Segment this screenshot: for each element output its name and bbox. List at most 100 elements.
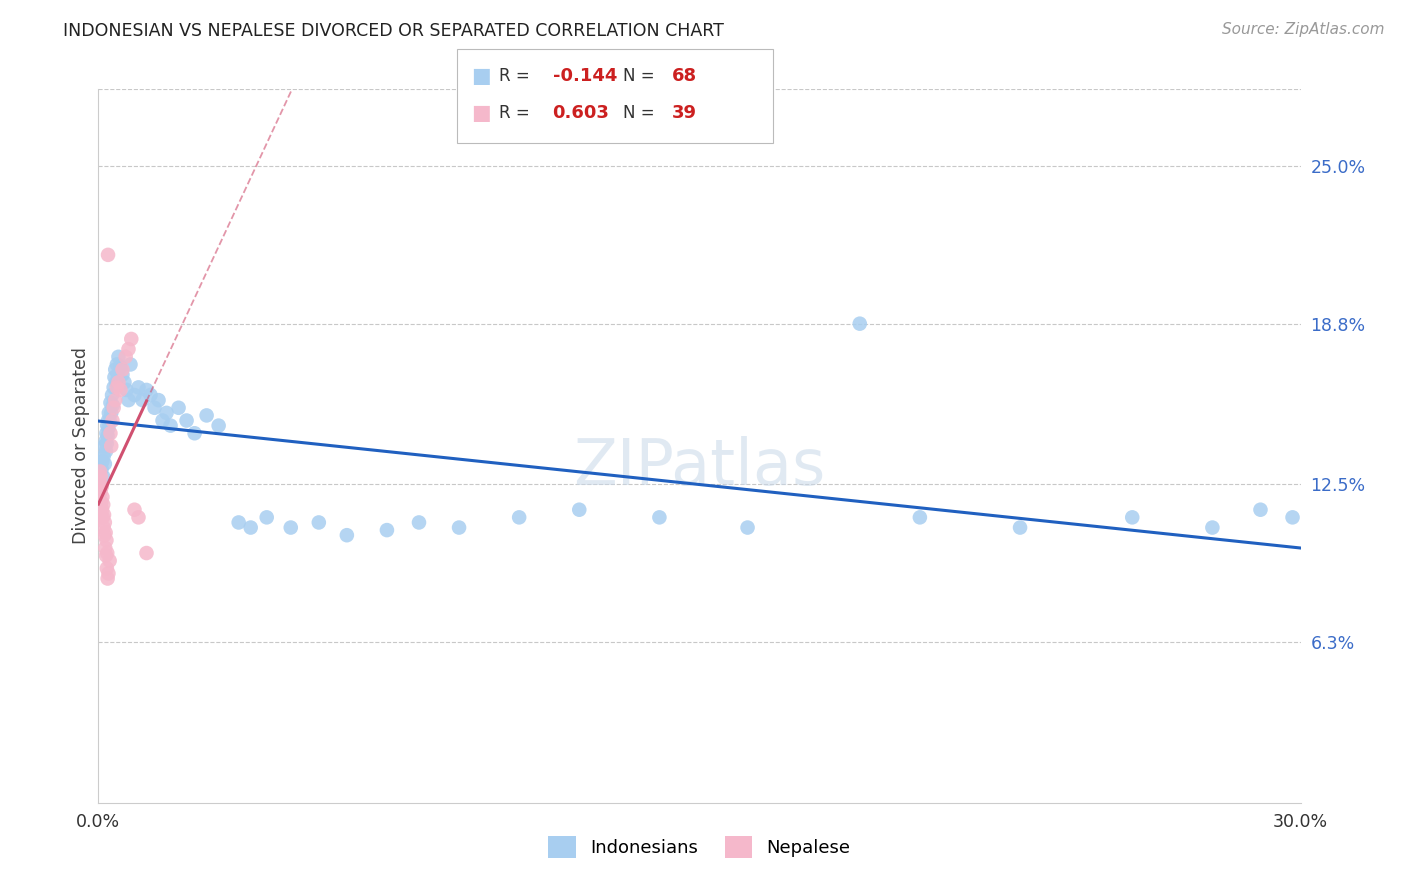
Point [98, 413, 121, 427]
Point [93, 508, 115, 522]
Point [737, 520, 759, 534]
Point [114, 376, 136, 390]
Point [107, 368, 129, 382]
Text: -0.144: -0.144 [553, 67, 617, 85]
Text: ZIPatlas: ZIPatlas [574, 436, 825, 499]
Point [849, 317, 872, 331]
Point [97, 429, 120, 443]
Point [568, 502, 591, 516]
Point [93, 449, 115, 463]
Point [100, 406, 122, 420]
Point [143, 401, 166, 415]
Point [94, 541, 117, 555]
Point [195, 409, 218, 423]
Point [111, 362, 134, 376]
Point [148, 393, 170, 408]
Point [280, 520, 302, 534]
Point [124, 502, 146, 516]
Text: N =: N = [623, 67, 659, 85]
Point [139, 388, 162, 402]
Point [91, 490, 114, 504]
Point [91, 469, 114, 483]
Point [89, 475, 111, 489]
Point [176, 413, 198, 427]
Point [107, 376, 129, 390]
Point [128, 380, 150, 394]
Point [96, 533, 118, 548]
Point [90, 462, 112, 476]
Point [94, 444, 117, 458]
Text: Source: ZipAtlas.com: Source: ZipAtlas.com [1222, 22, 1385, 37]
Point [91, 510, 114, 524]
Point [117, 342, 139, 356]
Text: INDONESIAN VS NEPALESE DIVORCED OR SEPARATED CORRELATION CHART: INDONESIAN VS NEPALESE DIVORCED OR SEPAR… [63, 22, 724, 40]
Point [110, 383, 132, 397]
Point [96, 561, 118, 575]
Point [1250, 502, 1272, 516]
Point [120, 358, 142, 372]
Point [105, 376, 128, 390]
Point [117, 393, 139, 408]
Point [89, 484, 111, 499]
Point [105, 358, 128, 372]
Text: R =: R = [499, 67, 536, 85]
Text: ■: ■ [471, 103, 491, 123]
Point [97, 413, 120, 427]
Text: ■: ■ [471, 66, 491, 86]
Point [208, 418, 231, 433]
Point [97, 572, 120, 586]
Point [96, 418, 118, 433]
Point [94, 525, 117, 540]
Point [97, 406, 120, 420]
Point [111, 368, 134, 382]
Point [1281, 510, 1303, 524]
Point [447, 520, 470, 534]
Point [110, 359, 132, 374]
Point [375, 523, 398, 537]
Point [101, 388, 124, 402]
Point [308, 516, 330, 530]
Point [94, 549, 117, 563]
Point [93, 528, 115, 542]
Point [97, 566, 120, 581]
Text: N =: N = [623, 104, 659, 122]
Point [124, 388, 146, 402]
Point [101, 398, 124, 412]
Point [90, 469, 112, 483]
Point [128, 510, 150, 524]
Point [1010, 520, 1032, 534]
Text: 68: 68 [672, 67, 697, 85]
Point [97, 421, 120, 435]
Point [91, 502, 114, 516]
Point [107, 350, 129, 364]
Point [167, 401, 190, 415]
Point [648, 510, 671, 524]
Point [105, 380, 128, 394]
Point [135, 383, 157, 397]
Point [90, 495, 112, 509]
Point [100, 426, 122, 441]
Point [1201, 520, 1223, 534]
Point [94, 457, 117, 471]
Point [94, 516, 117, 530]
Point [103, 380, 125, 394]
Point [152, 413, 174, 427]
Point [239, 520, 262, 534]
Point [89, 465, 111, 479]
Point [96, 436, 118, 450]
Point [508, 510, 530, 524]
Point [101, 413, 124, 427]
Point [91, 498, 114, 512]
Point [96, 546, 118, 560]
Point [1121, 510, 1143, 524]
Point [91, 454, 114, 468]
Point [103, 370, 125, 384]
Point [256, 510, 278, 524]
Point [228, 516, 250, 530]
Point [93, 520, 115, 534]
Point [104, 362, 127, 376]
Text: 0.603: 0.603 [553, 104, 609, 122]
Point [155, 406, 177, 420]
Point [104, 393, 127, 408]
Point [120, 332, 142, 346]
